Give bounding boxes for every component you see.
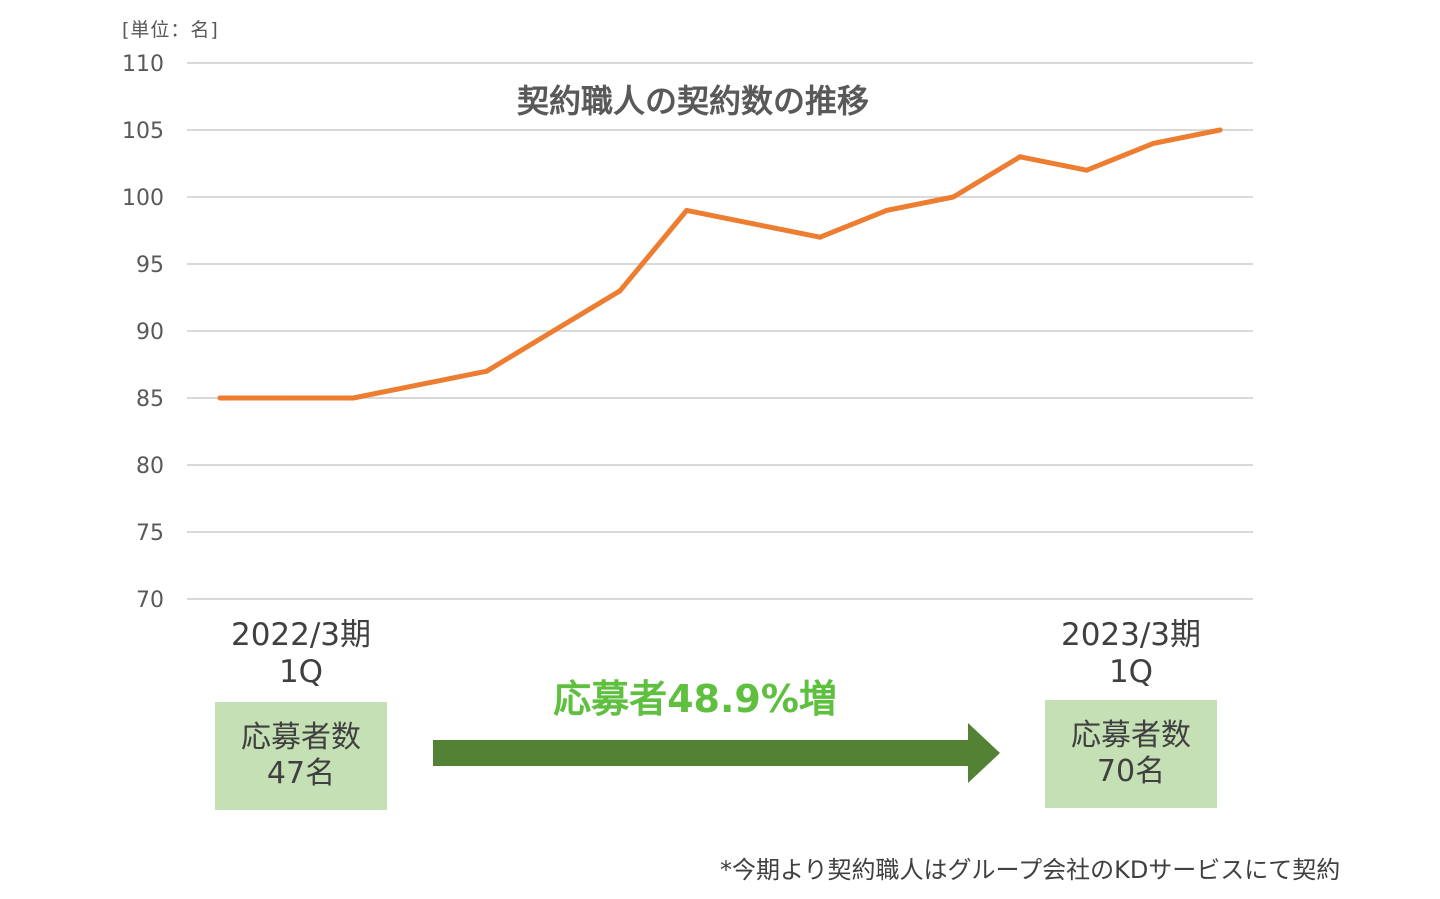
period-end-label: 2023/3期 1Q <box>1001 617 1261 691</box>
chart-title: 契約職人の契約数の推移 <box>517 82 869 120</box>
period-end-year: 2023/3期 <box>1060 617 1202 653</box>
data-point <box>1017 154 1023 160</box>
period-start-year: 2022/3期 <box>230 617 372 653</box>
series-layer <box>217 127 1223 401</box>
y-tick-label: 95 <box>136 253 164 278</box>
applicants-box-end-value: 70名 <box>1096 754 1166 789</box>
footnote: *今期より契約職人はグループ会社のKDサービスにて契約 <box>720 856 1341 884</box>
y-tick-label: 80 <box>136 454 164 479</box>
data-point <box>884 207 890 213</box>
unit-label: [単位：名] <box>122 19 219 41</box>
applicants-box-start-value: 47名 <box>266 756 336 791</box>
applicants-box-start: 応募者数 47名 <box>215 702 387 810</box>
data-point <box>750 221 756 227</box>
data-point <box>950 194 956 200</box>
applicants-box-end: 応募者数 70名 <box>1045 700 1217 808</box>
data-point <box>1084 167 1090 173</box>
gridlines <box>187 62 1253 600</box>
y-tick-label: 70 <box>136 588 164 613</box>
applicants-box-start-title: 応募者数 <box>241 720 361 755</box>
y-tick-label: 110 <box>122 52 164 77</box>
data-point <box>417 382 423 388</box>
growth-arrow-icon <box>433 723 1000 783</box>
y-tick-label: 105 <box>122 119 164 144</box>
growth-label: 応募者48.9%増 <box>553 677 837 721</box>
data-point <box>350 395 356 401</box>
period-end-quarter: 1Q <box>1108 654 1154 690</box>
y-tick-label: 75 <box>136 521 164 546</box>
applicants-box-end-title: 応募者数 <box>1071 718 1191 753</box>
y-tick-label: 85 <box>136 387 164 412</box>
data-point <box>217 395 223 401</box>
data-point <box>817 234 823 240</box>
period-start-quarter: 1Q <box>278 654 324 690</box>
data-point <box>1217 127 1223 133</box>
data-point <box>617 288 623 294</box>
data-point <box>484 368 490 374</box>
period-start-label: 2022/3期 1Q <box>171 617 431 691</box>
y-tick-labels: 110 105 100 95 90 85 80 75 70 <box>122 52 164 613</box>
data-point <box>284 395 290 401</box>
y-tick-label: 100 <box>122 186 164 211</box>
y-tick-label: 90 <box>136 320 164 345</box>
data-point <box>684 207 690 213</box>
data-point <box>550 328 556 334</box>
data-point <box>1150 140 1156 146</box>
series-line <box>217 127 1223 401</box>
